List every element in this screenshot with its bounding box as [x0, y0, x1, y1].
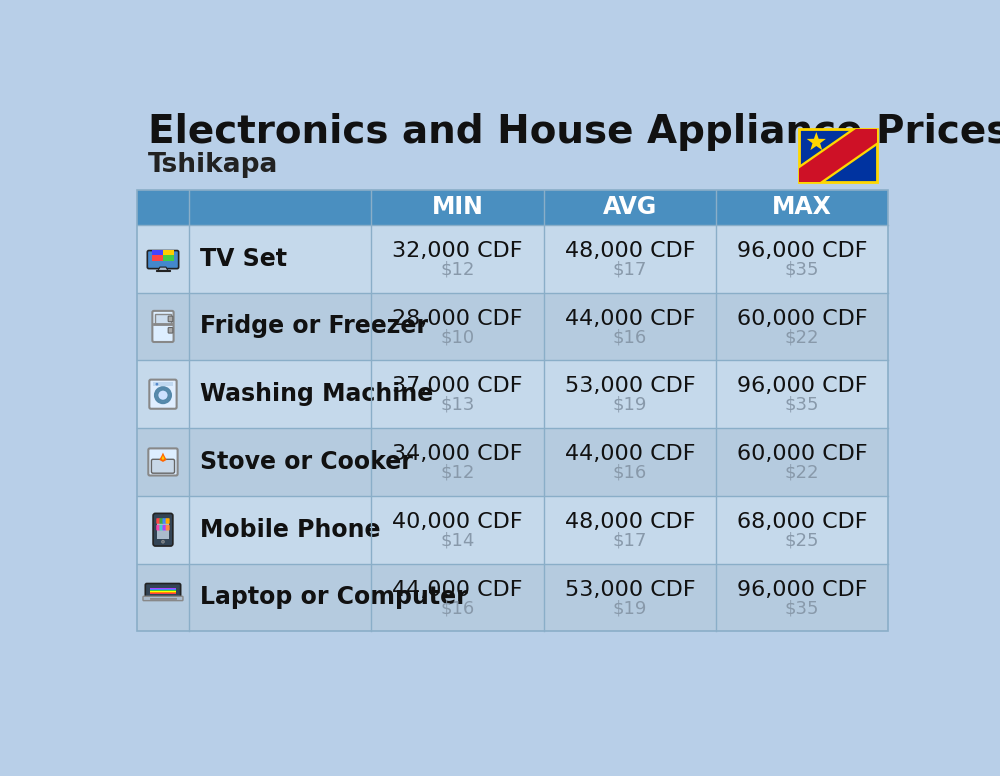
Text: $12: $12 [440, 464, 475, 482]
Text: $35: $35 [785, 599, 819, 617]
Text: $25: $25 [785, 532, 819, 549]
Text: 48,000 CDF: 48,000 CDF [565, 241, 695, 261]
FancyBboxPatch shape [163, 525, 167, 531]
Text: 44,000 CDF: 44,000 CDF [565, 309, 695, 329]
FancyBboxPatch shape [152, 250, 163, 255]
FancyBboxPatch shape [137, 496, 888, 563]
FancyBboxPatch shape [156, 270, 170, 272]
FancyBboxPatch shape [150, 588, 176, 589]
Text: $35: $35 [785, 396, 819, 414]
FancyBboxPatch shape [155, 314, 171, 324]
Text: Stove or Cooker: Stove or Cooker [200, 450, 413, 474]
FancyBboxPatch shape [163, 255, 174, 261]
FancyBboxPatch shape [163, 518, 167, 524]
Text: $17: $17 [613, 532, 647, 549]
Circle shape [156, 383, 158, 386]
Polygon shape [158, 267, 168, 271]
FancyBboxPatch shape [145, 584, 181, 599]
Text: 68,000 CDF: 68,000 CDF [737, 512, 867, 532]
Polygon shape [807, 132, 826, 150]
Text: Laptop or Computer: Laptop or Computer [200, 585, 468, 609]
Text: $22: $22 [785, 464, 819, 482]
FancyBboxPatch shape [163, 250, 174, 255]
Circle shape [155, 387, 171, 403]
FancyBboxPatch shape [147, 251, 179, 268]
FancyBboxPatch shape [168, 327, 173, 333]
Text: 96,000 CDF: 96,000 CDF [737, 241, 867, 261]
FancyBboxPatch shape [153, 514, 173, 546]
Text: 28,000 CDF: 28,000 CDF [392, 309, 523, 329]
Text: MAX: MAX [772, 196, 832, 220]
FancyBboxPatch shape [153, 382, 173, 386]
Text: Electronics and House Appliance Prices: Electronics and House Appliance Prices [148, 113, 1000, 151]
FancyBboxPatch shape [799, 129, 877, 182]
Text: $19: $19 [613, 396, 647, 414]
Text: TV Set: TV Set [200, 247, 287, 271]
FancyBboxPatch shape [150, 591, 176, 592]
Text: 44,000 CDF: 44,000 CDF [392, 580, 523, 600]
FancyBboxPatch shape [150, 592, 176, 594]
Text: $35: $35 [785, 261, 819, 279]
Text: $16: $16 [613, 328, 647, 346]
Text: MIN: MIN [432, 196, 484, 220]
Text: 96,000 CDF: 96,000 CDF [737, 580, 867, 600]
Text: 40,000 CDF: 40,000 CDF [392, 512, 523, 532]
FancyBboxPatch shape [137, 225, 888, 293]
Text: Washing Machine: Washing Machine [200, 383, 433, 406]
Polygon shape [162, 456, 164, 460]
FancyBboxPatch shape [137, 293, 888, 360]
Polygon shape [791, 117, 885, 194]
Text: $16: $16 [440, 599, 475, 617]
Text: 34,000 CDF: 34,000 CDF [392, 444, 523, 464]
Text: 48,000 CDF: 48,000 CDF [565, 512, 695, 532]
Polygon shape [159, 452, 167, 462]
FancyBboxPatch shape [143, 596, 183, 601]
FancyBboxPatch shape [168, 316, 173, 322]
Text: $16: $16 [613, 464, 647, 482]
FancyBboxPatch shape [150, 589, 176, 591]
Text: $13: $13 [440, 396, 475, 414]
FancyBboxPatch shape [152, 311, 174, 342]
Text: 37,000 CDF: 37,000 CDF [392, 376, 523, 397]
FancyBboxPatch shape [152, 255, 163, 261]
Text: AVG: AVG [603, 196, 657, 220]
Text: $14: $14 [440, 532, 475, 549]
FancyBboxPatch shape [148, 449, 178, 476]
Circle shape [162, 540, 164, 543]
Text: $10: $10 [441, 328, 475, 346]
FancyBboxPatch shape [157, 518, 169, 539]
FancyBboxPatch shape [149, 379, 177, 409]
FancyBboxPatch shape [137, 190, 888, 225]
FancyBboxPatch shape [137, 563, 888, 632]
FancyBboxPatch shape [156, 525, 160, 531]
FancyBboxPatch shape [151, 459, 175, 473]
Text: 60,000 CDF: 60,000 CDF [737, 444, 868, 464]
Text: 96,000 CDF: 96,000 CDF [737, 376, 867, 397]
Text: 44,000 CDF: 44,000 CDF [565, 444, 695, 464]
Text: Tshikapa: Tshikapa [148, 151, 279, 178]
Text: 32,000 CDF: 32,000 CDF [392, 241, 523, 261]
Text: $22: $22 [785, 328, 819, 346]
FancyBboxPatch shape [137, 360, 888, 428]
Circle shape [157, 390, 169, 400]
FancyBboxPatch shape [137, 428, 888, 496]
FancyBboxPatch shape [166, 518, 170, 524]
Text: 53,000 CDF: 53,000 CDF [565, 376, 695, 397]
Text: Fridge or Freezer: Fridge or Freezer [200, 314, 428, 338]
Polygon shape [793, 119, 883, 192]
FancyBboxPatch shape [166, 525, 170, 531]
Text: $12: $12 [440, 261, 475, 279]
Text: $19: $19 [613, 599, 647, 617]
FancyBboxPatch shape [159, 518, 163, 524]
Text: Mobile Phone: Mobile Phone [200, 518, 381, 542]
Text: 53,000 CDF: 53,000 CDF [565, 580, 695, 600]
Text: $17: $17 [613, 261, 647, 279]
FancyBboxPatch shape [156, 518, 160, 524]
Text: 60,000 CDF: 60,000 CDF [737, 309, 868, 329]
FancyBboxPatch shape [159, 525, 163, 531]
